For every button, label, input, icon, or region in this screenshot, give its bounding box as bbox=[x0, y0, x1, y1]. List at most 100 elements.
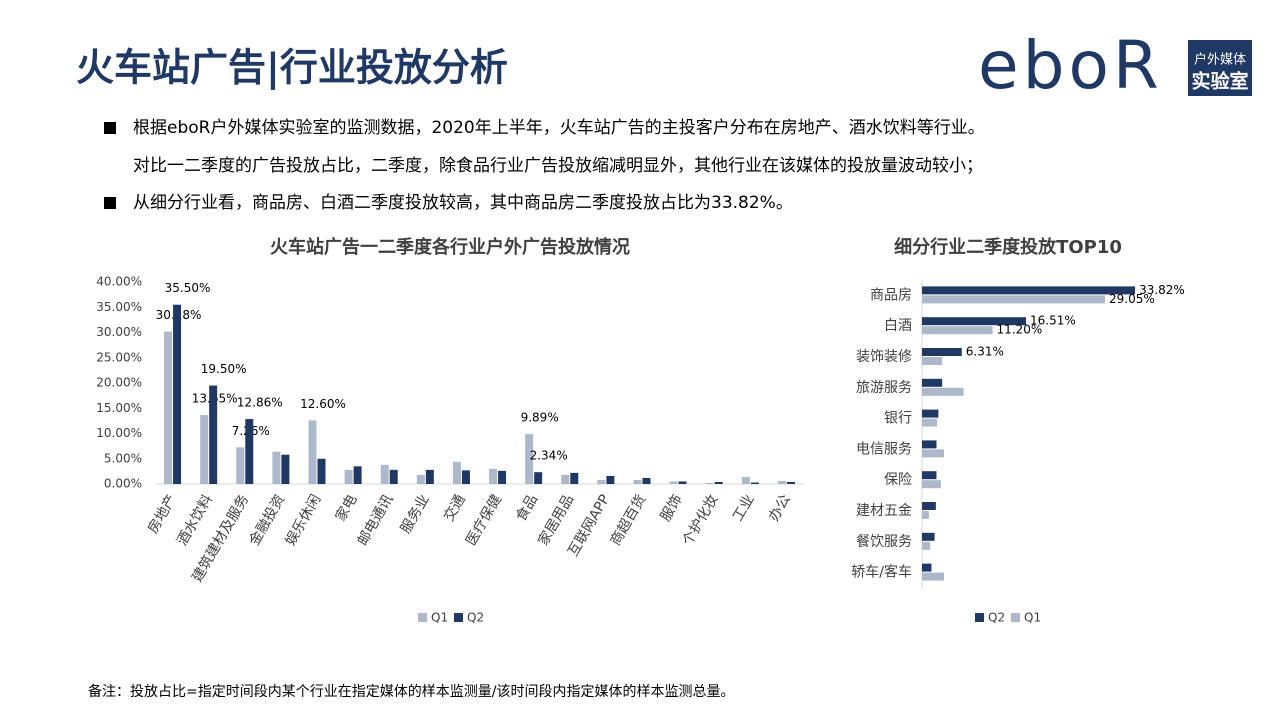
x-tick-label: 医疗保健 bbox=[463, 492, 505, 548]
bar bbox=[200, 415, 209, 484]
bar bbox=[272, 451, 281, 484]
x-tick-label: 房地产 bbox=[145, 492, 180, 536]
legend-swatch bbox=[454, 613, 463, 622]
y-tick-label: 30.00% bbox=[96, 325, 142, 339]
bullet-text: 对比一二季度的广告投放占比，二季度，除食品行业广告投放缩减明显外，其他行业在该媒… bbox=[133, 156, 983, 176]
footnote: 备注：投放占比=指定时间段内某个行业在指定媒体的样本监测量/该时间段内指定媒体的… bbox=[88, 683, 734, 700]
bar bbox=[922, 541, 931, 550]
bar bbox=[452, 461, 461, 484]
bar bbox=[786, 481, 795, 484]
bar bbox=[317, 458, 326, 484]
bar bbox=[389, 469, 398, 484]
x-tick-label: 娱乐休闲 bbox=[283, 492, 325, 548]
data-label: 9.89% bbox=[521, 411, 559, 425]
bar bbox=[416, 474, 425, 484]
bar bbox=[741, 476, 750, 484]
y-tick-label: 餐饮服务 bbox=[856, 534, 912, 550]
bar bbox=[922, 471, 937, 480]
x-tick-label: 办公 bbox=[766, 492, 794, 524]
bar bbox=[489, 468, 498, 484]
data-label: 29.05% bbox=[1109, 292, 1155, 306]
bar bbox=[561, 474, 570, 484]
bar bbox=[922, 502, 936, 510]
bar bbox=[922, 378, 943, 387]
bar bbox=[173, 304, 182, 484]
y-tick-label: 商品房 bbox=[870, 287, 912, 303]
bar bbox=[922, 572, 945, 581]
bar bbox=[570, 472, 579, 484]
data-label: 11.20% bbox=[997, 323, 1043, 337]
y-tick-label: 40.00% bbox=[96, 275, 142, 289]
y-tick-label: 装饰装修 bbox=[856, 349, 912, 365]
chart-title: 细分行业二季度投放TOP10 bbox=[894, 236, 1122, 258]
x-tick-label: 食品 bbox=[512, 492, 541, 525]
legend-label: Q1 bbox=[1024, 611, 1041, 625]
bar bbox=[344, 469, 353, 484]
data-label: 6.31% bbox=[966, 345, 1004, 359]
bar bbox=[498, 470, 507, 484]
y-tick-label: 0.00% bbox=[104, 477, 142, 491]
x-tick-label: 服务业 bbox=[398, 492, 433, 536]
logo-brand: eboR bbox=[978, 27, 1163, 104]
logo-line: 户外媒体 bbox=[1194, 52, 1246, 68]
bar bbox=[922, 387, 964, 396]
x-tick-label: 个护化妆 bbox=[680, 492, 722, 548]
bar bbox=[669, 481, 678, 484]
bar bbox=[777, 480, 786, 484]
bar bbox=[705, 482, 714, 484]
bar bbox=[209, 385, 218, 484]
legend-label: Q2 bbox=[467, 611, 484, 625]
data-label: 12.60% bbox=[300, 397, 346, 411]
bar bbox=[642, 477, 651, 484]
data-label: 2.34% bbox=[530, 449, 568, 463]
x-tick-label: 交通 bbox=[440, 492, 469, 525]
bar bbox=[245, 419, 254, 484]
chart-title: 火车站广告一二季度各行业户外广告投放情况 bbox=[270, 236, 630, 258]
y-tick-label: 银行 bbox=[884, 411, 912, 427]
x-tick-label: 服饰 bbox=[658, 492, 686, 524]
legend-swatch bbox=[418, 613, 427, 622]
bar bbox=[380, 464, 389, 484]
bar bbox=[922, 449, 945, 458]
legend-swatch bbox=[1011, 613, 1020, 622]
bar bbox=[425, 469, 434, 484]
bar bbox=[525, 434, 534, 484]
bar bbox=[236, 447, 245, 484]
data-label: 19.50% bbox=[201, 362, 247, 376]
bullet-text: 从细分行业看，商品房、白酒二季度投放较高，其中商品房二季度投放占比为33.82%… bbox=[133, 193, 793, 213]
bullet-icon bbox=[104, 197, 116, 209]
y-tick-label: 建材五金 bbox=[856, 503, 912, 519]
bar bbox=[922, 295, 1106, 304]
bar bbox=[922, 317, 1027, 326]
x-tick-label: 家电 bbox=[332, 492, 361, 525]
y-tick-label: 5.00% bbox=[104, 451, 142, 465]
data-label: 12.86% bbox=[237, 396, 283, 410]
y-tick-label: 10.00% bbox=[96, 426, 142, 440]
y-tick-label: 15.00% bbox=[96, 401, 142, 415]
bullet-icon bbox=[104, 122, 116, 134]
bar bbox=[922, 418, 938, 427]
bar bbox=[461, 470, 470, 484]
y-tick-label: 轿车/客车 bbox=[851, 564, 912, 581]
bar bbox=[922, 563, 932, 572]
y-tick-label: 35.00% bbox=[96, 300, 142, 314]
slide-title: 火车站广告|行业投放分析 bbox=[76, 46, 508, 91]
bar bbox=[633, 479, 642, 484]
bar bbox=[534, 472, 543, 484]
bar bbox=[308, 420, 317, 484]
bar bbox=[922, 480, 941, 489]
bar bbox=[353, 466, 362, 484]
bar bbox=[750, 482, 759, 484]
legend-label: Q2 bbox=[988, 611, 1005, 625]
y-tick-label: 20.00% bbox=[96, 376, 142, 390]
y-tick-label: 旅游服务 bbox=[856, 380, 912, 396]
data-label: 16.51% bbox=[1030, 314, 1076, 328]
legend-swatch bbox=[975, 613, 984, 622]
x-tick-label: 邮电通讯 bbox=[355, 492, 397, 548]
logo-box bbox=[1188, 40, 1252, 96]
bar bbox=[922, 357, 943, 365]
bar bbox=[281, 454, 290, 484]
y-tick-label: 电信服务 bbox=[856, 441, 912, 457]
y-tick-label: 保险 bbox=[884, 472, 912, 488]
